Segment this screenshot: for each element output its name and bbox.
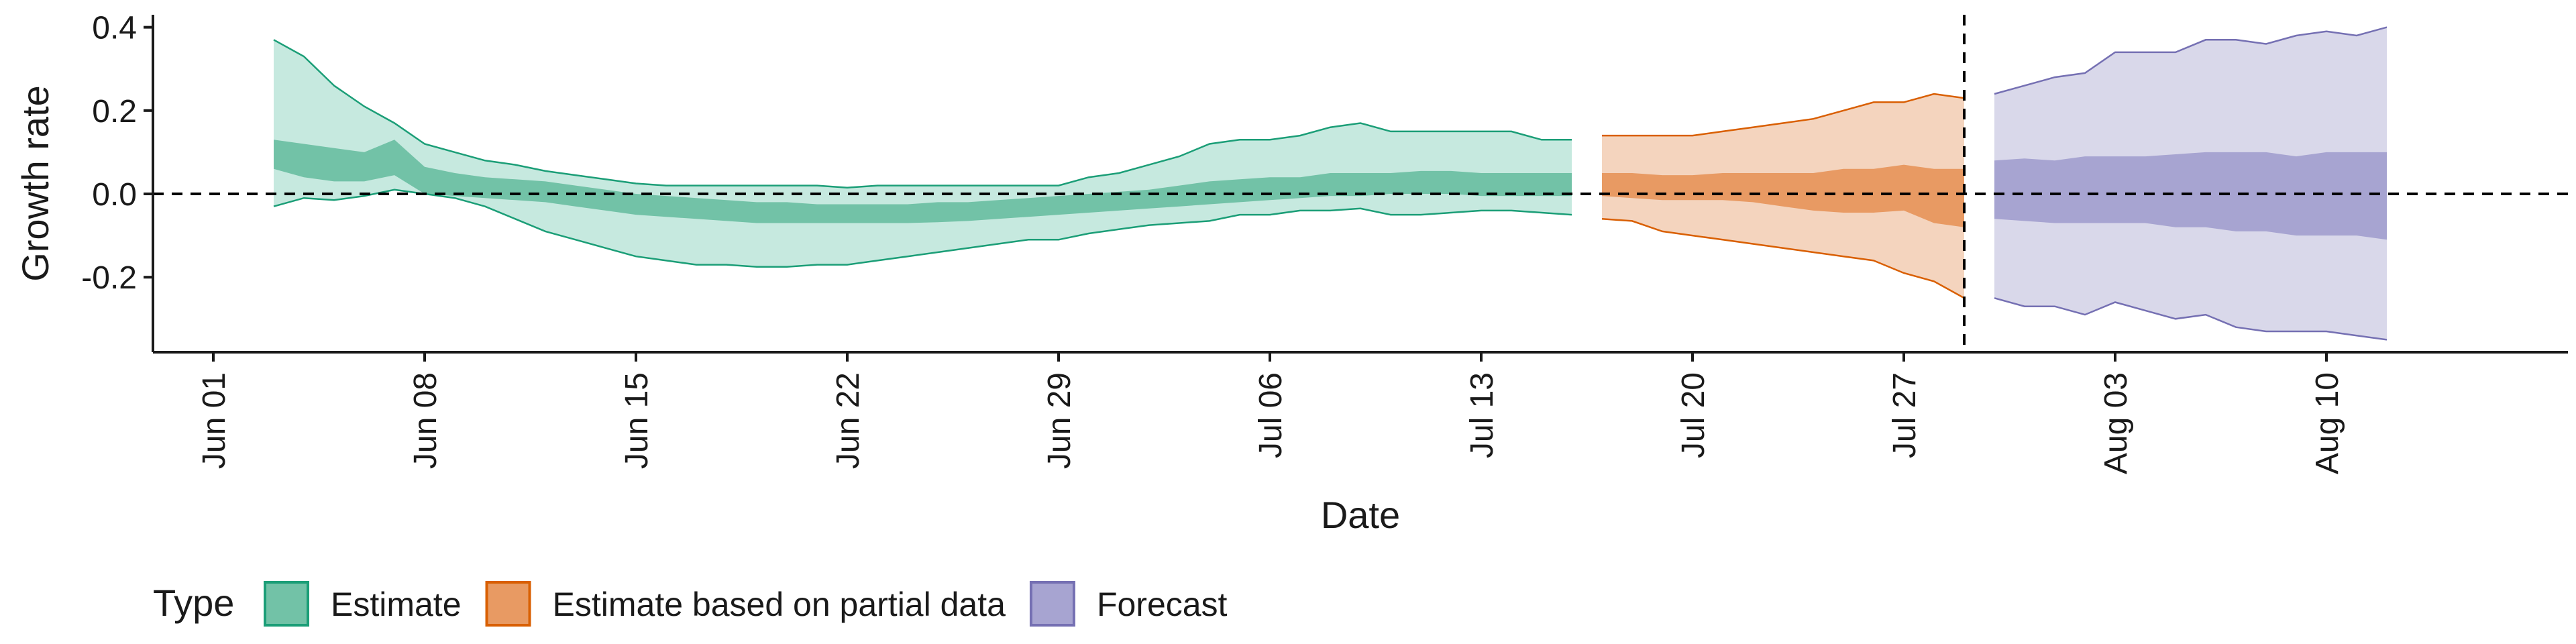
legend-label: Estimate based on partial data [553, 586, 1006, 623]
legend-items: Estimate Estimate based on partial data Fo… [264, 581, 1228, 627]
x-tick-label: Aug 03 [2098, 372, 2134, 474]
legend-swatch [1029, 581, 1075, 627]
y-axis-ticks: 0.4 0.2 0.0 -0.2 [81, 11, 153, 296]
x-tick-label: Jun 15 [619, 372, 655, 469]
series-1 [1601, 93, 1965, 299]
legend-swatch [485, 581, 531, 627]
axes: 0.40.20.0-0.2 Jun 01 Jun 08 Jun 15 Jun 22 Ju… [14, 11, 2568, 536]
upper-bound-line [273, 39, 1572, 189]
x-tick-label: Jun 01 [197, 372, 232, 469]
lower-bound-line [1601, 218, 1965, 299]
x-tick-label: Jun 29 [1042, 372, 1077, 469]
y-tick-label: 0.4 [92, 11, 137, 46]
upper-bound-line [1994, 26, 2387, 95]
x-tick-label: Jun 22 [830, 372, 866, 469]
x-tick-label: Jul 27 [1887, 372, 1923, 458]
upper-bound-line [1602, 93, 1965, 137]
plot-area [153, 15, 2568, 352]
ribbon-50 [1602, 164, 1964, 227]
ribbon-50 [1994, 152, 2387, 240]
x-axis-title: Date [1321, 494, 1400, 536]
x-tick-label: Jul 13 [1464, 372, 1500, 458]
x-tick-label: Jul 20 [1676, 372, 1711, 458]
series-0 [273, 39, 1572, 268]
lower-bound-line [273, 189, 1572, 268]
y-axis-title: Growth rate [14, 85, 56, 282]
ribbon-90 [274, 40, 1572, 267]
y-tick-label: -0.2 [81, 260, 137, 296]
legend-title: Type [153, 582, 234, 624]
series-2 [1994, 26, 2387, 341]
x-axis-ticks: Jun 01 Jun 08 Jun 15 Jun 22 Jun 29 Jul 06 Jul … [197, 352, 2345, 474]
x-tick-label: Jul 06 [1253, 372, 1289, 458]
legend: Type Estimate Estimate based on partial d… [153, 581, 1228, 627]
legend-label: Forecast [1097, 586, 1228, 623]
legend-swatch [264, 581, 309, 627]
y-tick-label: 0.0 [92, 177, 137, 213]
lower-bound-line [1994, 297, 2387, 341]
legend-label: Estimate [331, 586, 462, 623]
ribbon-50 [274, 140, 1572, 223]
y-tick-label: 0.2 [92, 94, 137, 129]
x-tick-label: Aug 10 [2310, 372, 2345, 474]
x-tick-label: Jun 08 [408, 372, 443, 469]
